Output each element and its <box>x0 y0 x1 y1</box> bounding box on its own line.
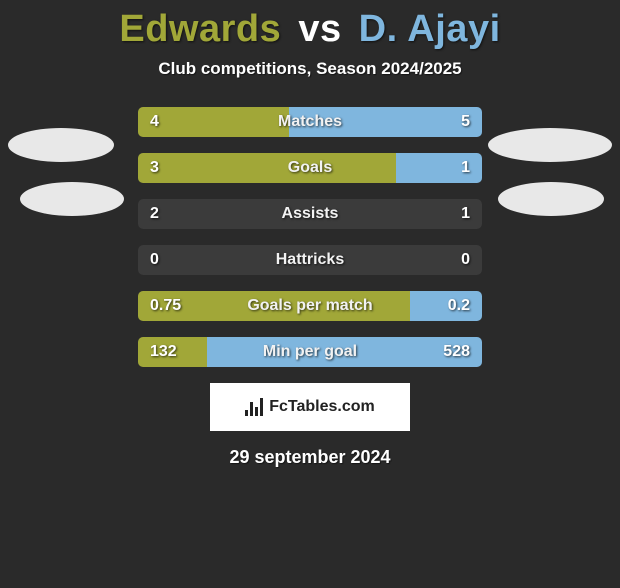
player-left-name: Edwards <box>119 8 281 50</box>
stat-fill-right <box>207 337 482 367</box>
subtitle: Club competitions, Season 2024/2025 <box>0 59 620 79</box>
stat-row: 2Assists1 <box>138 199 482 229</box>
stat-row: 132Min per goal528 <box>138 337 482 367</box>
stat-fill-right <box>410 291 482 321</box>
stat-fill-left <box>138 107 289 137</box>
stat-row-bg <box>138 199 482 229</box>
stat-row-bg <box>138 245 482 275</box>
source-badge: FcTables.com <box>210 383 410 431</box>
stat-row: 0Hattricks0 <box>138 245 482 275</box>
decorative-blob <box>498 182 604 216</box>
chart-icon <box>245 398 263 416</box>
source-badge-text: FcTables.com <box>269 398 375 416</box>
snapshot-date: 29 september 2024 <box>0 447 620 468</box>
stat-fill-right <box>289 107 482 137</box>
comparison-chart: 4Matches5 3Goals1 2Assists1 0Hattricks0 0.75… <box>138 107 482 367</box>
decorative-blob <box>20 182 124 216</box>
stat-row: 4Matches5 <box>138 107 482 137</box>
decorative-blob <box>488 128 612 162</box>
title-vs: vs <box>298 8 341 50</box>
stat-fill-left <box>138 291 410 321</box>
stat-fill-left <box>138 153 396 183</box>
stat-fill-left <box>138 337 207 367</box>
stat-fill-right <box>396 153 482 183</box>
player-right-name: D. Ajayi <box>359 8 501 50</box>
decorative-blob <box>8 128 114 162</box>
comparison-title: Edwards vs D. Ajayi <box>0 8 620 51</box>
stat-row: 0.75Goals per match0.2 <box>138 291 482 321</box>
stat-row: 3Goals1 <box>138 153 482 183</box>
